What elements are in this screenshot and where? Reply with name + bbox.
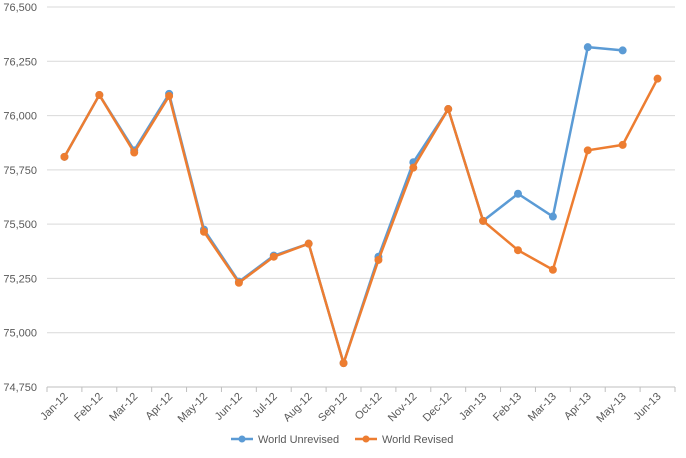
x-tick-label: Dec-12 <box>421 391 455 425</box>
data-point <box>95 90 104 99</box>
data-point <box>374 255 383 264</box>
data-point <box>130 148 139 157</box>
series-world-revised <box>60 74 662 368</box>
x-tick-label: Jan-12 <box>38 391 70 423</box>
x-tick-label: May-12 <box>176 391 210 425</box>
x-tick-label: Jan-13 <box>457 391 489 423</box>
x-tick-label: May-13 <box>594 391 628 425</box>
series-world-unrevised <box>60 43 627 368</box>
y-tick-label: 75,500 <box>3 219 37 231</box>
data-point <box>304 239 313 248</box>
series-line <box>63 45 624 365</box>
axes: 74,750 75,000 75,250 75,500 75,750 76,000 76,2… <box>3 2 676 425</box>
data-point <box>60 152 69 161</box>
legend: World Unrevised World Revised <box>231 434 453 446</box>
x-tick-label: Sep-12 <box>316 391 350 425</box>
y-tick-label: 76,000 <box>3 111 37 123</box>
x-tick-label: Apr-12 <box>143 391 175 423</box>
legend-item: World Unrevised <box>231 434 339 446</box>
y-tick-label: 76,500 <box>3 2 37 14</box>
legend-label: World Unrevised <box>258 434 339 446</box>
series <box>60 43 662 368</box>
data-point <box>548 265 557 274</box>
data-point <box>514 246 522 255</box>
data-point <box>409 163 418 172</box>
data-point <box>548 212 557 221</box>
x-tick-label: Oct-12 <box>353 391 385 423</box>
legend-swatch-marker <box>362 435 370 443</box>
data-point <box>234 278 243 287</box>
y-tick-label: 74,750 <box>3 382 37 394</box>
x-tick-label: Aug-12 <box>281 391 315 425</box>
x-tick-label: Jul-12 <box>250 391 280 421</box>
y-tick-label: 76,250 <box>3 56 37 68</box>
data-point <box>444 105 453 114</box>
data-point <box>514 189 522 198</box>
x-tick-label: Mar-12 <box>107 391 140 424</box>
y-tick-label: 75,000 <box>3 328 37 340</box>
x-tick-label: Jun-13 <box>631 391 663 423</box>
data-point <box>339 359 348 368</box>
data-point <box>653 74 662 83</box>
x-tick-label: Apr-13 <box>562 391 594 423</box>
legend-item: World Revised <box>355 434 453 446</box>
data-point <box>165 92 174 101</box>
gridlines <box>47 6 675 334</box>
y-tick-label: 75,250 <box>3 273 37 285</box>
x-tick-label: Mar-13 <box>526 391 559 424</box>
x-tick-label: Jun-12 <box>213 391 245 423</box>
x-tick-label: Nov-12 <box>386 391 420 425</box>
data-point <box>479 216 488 225</box>
x-tick-label: Feb-13 <box>491 391 524 424</box>
legend-label: World Revised <box>382 434 453 446</box>
data-point <box>583 43 592 52</box>
x-tick-label: Feb-12 <box>72 391 105 424</box>
data-point <box>618 140 627 149</box>
series-line <box>63 77 659 365</box>
data-point <box>200 227 208 236</box>
y-tick-label: 75,750 <box>3 165 37 177</box>
legend-swatch-marker <box>238 435 246 443</box>
data-point <box>583 146 592 155</box>
data-point <box>269 252 278 261</box>
data-point <box>618 46 627 55</box>
